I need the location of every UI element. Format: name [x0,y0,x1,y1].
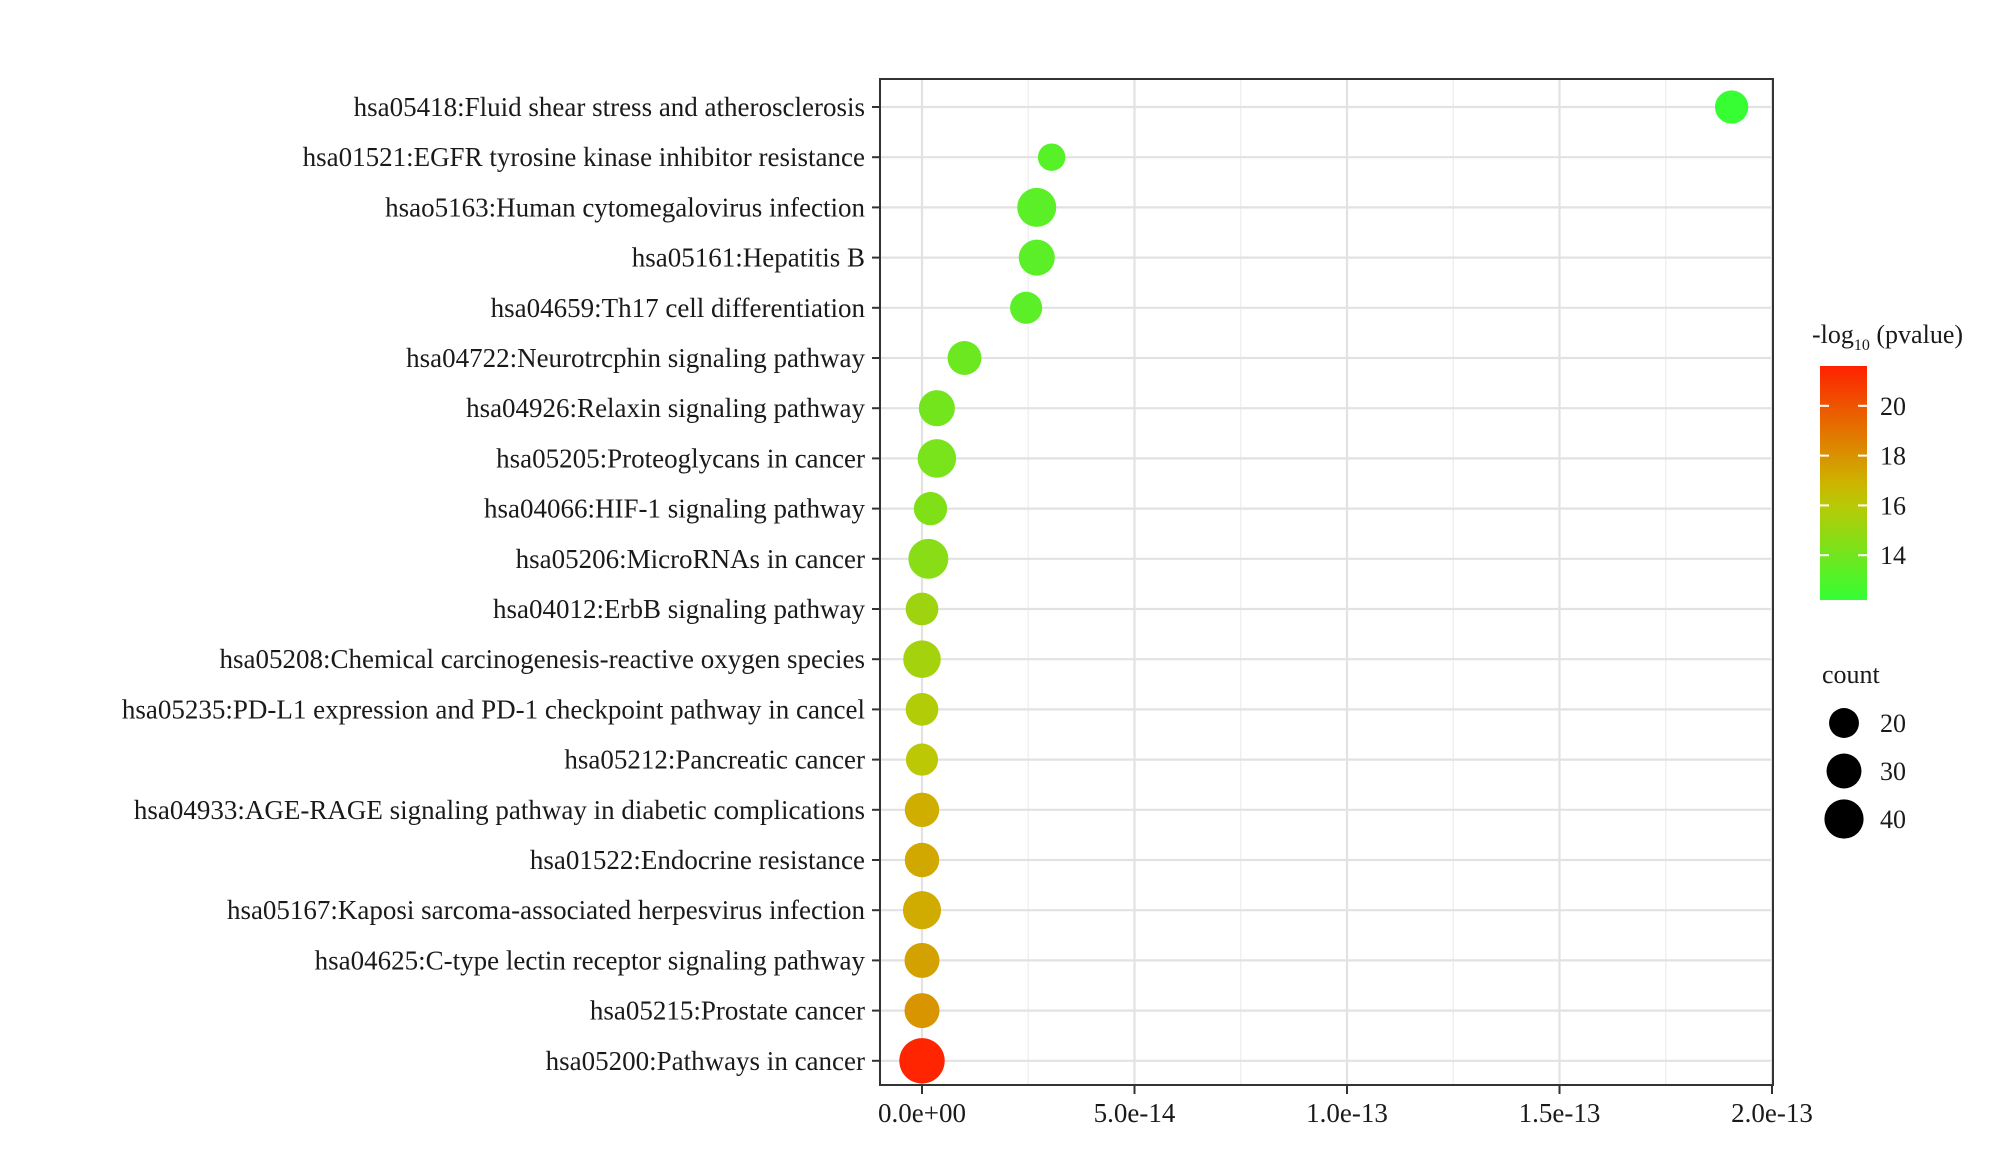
data-point [903,640,941,678]
x-tick-label: 0.0e+00 [878,1098,966,1128]
y-tick-label: hsa05212:Pancreatic cancer [564,745,865,775]
y-tick-label: hsa05208:Chemical carcinogenesis-reactiv… [219,644,865,674]
color-legend-label: 14 [1880,541,1906,570]
y-tick-label: hsa05161:Hepatitis B [632,243,865,273]
color-legend-bar [1820,366,1867,600]
y-axis-ticks [872,106,880,1062]
data-point [902,891,942,930]
grid [880,79,1774,1085]
data-point [1018,239,1055,276]
y-tick-label: hsa04659:Th17 cell differentiation [491,293,866,323]
y-tick-label: hsa04625:C-type lectin receptor signalin… [315,945,866,975]
size-legend-label: 40 [1880,805,1906,834]
size-legend-dot [1829,708,1859,738]
data-point [1010,291,1043,324]
data-point [947,341,982,375]
data-point [904,842,940,878]
y-tick-label: hsa01522:Endocrine resistance [530,845,865,875]
y-tick-label: hsao5163:Human cytomegalovirus infection [385,192,865,222]
y-tick-label: hsa05418:Fluid shear stress and atherosc… [354,92,865,122]
x-axis: 0.0e+00 5.0e-14 1.0e-13 1.5e-13 2.0e-13 [878,1085,1813,1128]
data-points [899,90,1749,1084]
x-tick-label: 2.0e-13 [1731,1098,1813,1128]
x-tick-label: 1.0e-13 [1306,1098,1388,1128]
y-tick-label: hsa05205:Proteoglycans in cancer [496,443,865,473]
data-point [904,993,940,1029]
y-tick-label: hsa05200:Pathways in cancer [546,1046,865,1076]
data-point [905,743,939,776]
color-legend-label: 20 [1880,392,1906,421]
color-legend-title: -log10 (pvalue) [1812,320,1963,354]
size-legend-dot [1824,799,1864,839]
y-tick-label: hsa04933:AGE-RAGE signaling pathway in d… [134,795,865,825]
y-tick-label: hsa05235:PD-L1 expression and PD-1 check… [122,694,865,724]
data-point [1714,90,1749,124]
y-tick-label: hsa01521:EGFR tyrosine kinase inhibitor … [303,142,865,172]
size-legend-label: 30 [1880,757,1906,786]
size-legend-dot [1826,753,1862,789]
y-tick-label: hsa04722:Neurotrcphin signaling pathway [406,343,865,373]
size-legend: count 20 30 40 [1822,660,1906,839]
data-point [905,693,939,726]
x-tick-label: 5.0e-14 [1094,1098,1176,1128]
color-legend: -log10 (pvalue) 20 18 16 14 [1812,320,1963,600]
y-tick-label: hsa04066:HIF-1 signaling pathway [484,494,865,524]
size-legend-label: 20 [1880,709,1906,738]
data-point [899,1038,945,1084]
color-legend-label: 18 [1880,442,1906,471]
data-point [913,491,948,526]
plot-frame [879,78,1774,1086]
y-tick-label: hsa05167:Kaposi sarcoma-associated herpe… [227,895,866,925]
data-point [904,942,940,978]
y-axis-labels: hsa05418:Fluid shear stress and atherosc… [122,92,866,1076]
x-tick-label: 1.5e-13 [1519,1098,1601,1128]
y-tick-label: hsa05206:MicroRNAs in cancer [516,544,865,574]
color-legend-label: 16 [1880,491,1906,520]
data-point [905,592,939,626]
y-tick-label: hsa05215:Prostate cancer [590,996,865,1026]
y-tick-label: hsa04926:Relaxin signaling pathway [466,393,865,423]
data-point [904,792,940,828]
data-point [1037,143,1066,171]
data-point [918,390,955,427]
data-point [1017,187,1057,227]
data-point [917,439,957,478]
size-legend-title: count [1822,660,1881,689]
y-tick-label: hsa04012:ErbB signaling pathway [493,594,865,624]
data-point [908,538,949,579]
